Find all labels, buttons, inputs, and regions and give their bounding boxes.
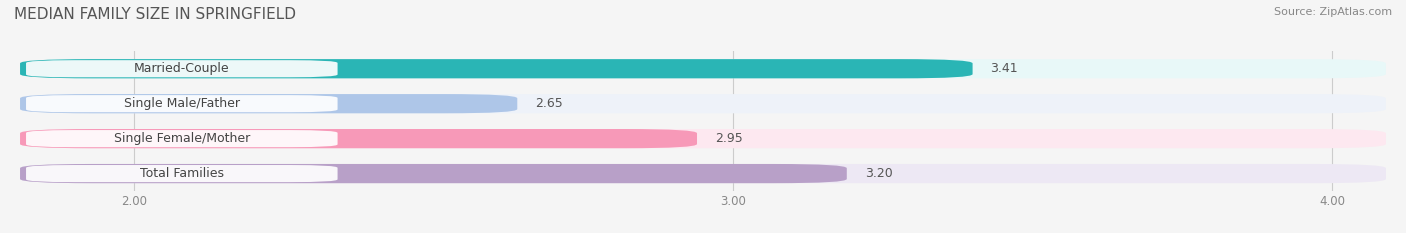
FancyBboxPatch shape xyxy=(20,164,846,183)
Text: Total Families: Total Families xyxy=(139,167,224,180)
Text: Single Female/Mother: Single Female/Mother xyxy=(114,132,250,145)
Text: 2.65: 2.65 xyxy=(536,97,562,110)
Text: 3.20: 3.20 xyxy=(865,167,893,180)
Text: 2.95: 2.95 xyxy=(716,132,742,145)
FancyBboxPatch shape xyxy=(27,165,337,182)
Text: Married-Couple: Married-Couple xyxy=(134,62,229,75)
FancyBboxPatch shape xyxy=(20,59,1386,78)
FancyBboxPatch shape xyxy=(20,129,1386,148)
Text: Single Male/Father: Single Male/Father xyxy=(124,97,240,110)
Text: MEDIAN FAMILY SIZE IN SPRINGFIELD: MEDIAN FAMILY SIZE IN SPRINGFIELD xyxy=(14,7,297,22)
FancyBboxPatch shape xyxy=(20,94,1386,113)
FancyBboxPatch shape xyxy=(20,59,973,78)
FancyBboxPatch shape xyxy=(20,94,517,113)
FancyBboxPatch shape xyxy=(27,60,337,77)
FancyBboxPatch shape xyxy=(20,129,697,148)
FancyBboxPatch shape xyxy=(27,130,337,147)
FancyBboxPatch shape xyxy=(27,95,337,112)
Text: 3.41: 3.41 xyxy=(991,62,1018,75)
FancyBboxPatch shape xyxy=(20,164,1386,183)
Text: Source: ZipAtlas.com: Source: ZipAtlas.com xyxy=(1274,7,1392,17)
